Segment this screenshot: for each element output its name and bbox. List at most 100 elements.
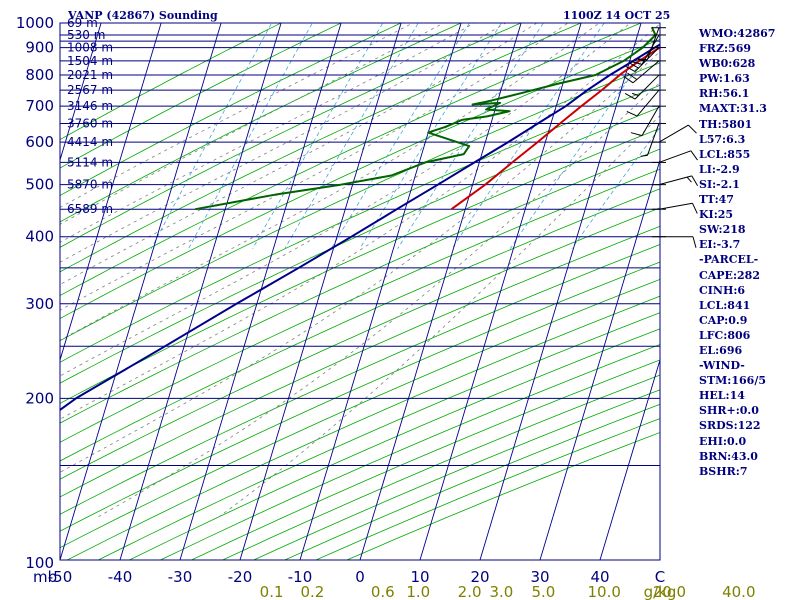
index-item: TH:5801: [699, 117, 753, 131]
wind-barb: [623, 60, 666, 84]
temperature-tick-label: -50: [48, 568, 73, 586]
mixing-ratio-axis: 0.1 0.2 0.6 1.0 2.0 3.0 5.0 10.0 20.0 40.0 g/kg: [260, 583, 756, 600]
mixing-ratio-tick-label: 10.0: [587, 583, 620, 600]
wind-barb: [624, 74, 666, 100]
temperature-tick-label: 0: [355, 568, 365, 586]
isotherm-line: [419, 23, 582, 560]
height-label: 3760 m: [67, 117, 113, 131]
mixing-ratio-tick-label: 40.0: [722, 583, 755, 600]
indices-panel: WMO:42867 FRZ:569 WB0:628 PW:1.63 RH:56.1 MAX…: [699, 26, 775, 479]
index-item: LI:-2.9: [699, 162, 740, 176]
mixing-ratio-line: [359, 23, 502, 249]
height-label: 2021 m: [67, 68, 113, 82]
temperature-trace: [60, 43, 660, 412]
temperature-tick-label: C: [655, 568, 665, 586]
index-item: LCL:855: [699, 147, 751, 161]
dry-adiabat: [60, 207, 660, 480]
isotherm-line: [60, 23, 162, 362]
height-label: 5114 m: [67, 155, 113, 169]
height-label: 530 m: [67, 28, 105, 42]
index-item: CINH:6: [699, 283, 746, 297]
pressure-tick-label: 900: [25, 39, 54, 57]
mixing-ratio-tick-label: 1.0: [406, 583, 430, 600]
index-item: FRZ:569: [699, 42, 752, 56]
mixing-ratio-line: [252, 23, 384, 249]
pressure-tick-label: 600: [25, 133, 54, 151]
dry-adiabat: [60, 225, 660, 498]
mixing-ratio-tick-label: 0.6: [371, 583, 395, 600]
dry-adiabat: [60, 38, 660, 320]
index-item: EI:-3.7: [699, 238, 741, 252]
index-item: TT:47: [699, 193, 734, 207]
wind-barb: [652, 236, 697, 248]
isotherm-line: [599, 358, 660, 560]
isobars: [60, 23, 660, 560]
index-item: CAPE:282: [699, 268, 760, 282]
wind-barb: [630, 34, 666, 65]
dry-adiabat: [60, 188, 660, 462]
mixing-ratio-tick-label: 20.0: [653, 583, 686, 600]
pressure-axis: 100 200 300 400 500 600 700 800 900 1000 mb: [16, 14, 57, 586]
dry-adiabat: [60, 84, 660, 363]
moist-adiabat: [60, 23, 538, 286]
moist-adiabat: [96, 81, 660, 518]
mixing-ratio-tick-label: 0.1: [260, 583, 284, 600]
mixing-ratio-tick-label: 2.0: [458, 583, 482, 600]
temperature-tick-label: -10: [288, 568, 313, 586]
mixing-ratio-tick-label: g/kg: [644, 583, 677, 600]
pressure-tick-label: 700: [25, 97, 54, 115]
mixing-ratio-tick-label: 5.0: [531, 583, 555, 600]
index-item: RH:56.1: [699, 87, 750, 101]
index-item: LFC:806: [699, 328, 751, 342]
index-item: SW:218: [699, 223, 746, 237]
isotherm-line: [119, 23, 282, 560]
mixing-ratio-tick-label: 0.2: [300, 583, 324, 600]
plot-frame: [59, 22, 661, 561]
height-label: 4414 m: [67, 135, 113, 149]
dry-adiabat: [60, 23, 643, 297]
dry-adiabat: [60, 148, 660, 424]
dry-adiabat: [60, 168, 660, 443]
dry-adiabat: [60, 278, 660, 549]
index-item: EL:696: [699, 343, 743, 357]
pressure-tick-label: 500: [25, 176, 54, 194]
wind-barb: [626, 89, 666, 117]
isotherm-line: [479, 23, 642, 560]
index-item: L57:6.3: [699, 132, 746, 146]
sounding-traces: [60, 26, 660, 412]
temperature-tick-label: 40: [590, 568, 609, 586]
mixing-ratio-line: [188, 23, 313, 249]
wind-barb: [640, 122, 666, 157]
index-item: SHR+:0.0: [699, 404, 759, 418]
index-item: SI:-2.1: [699, 177, 740, 191]
isotherm-line: [60, 23, 102, 162]
station-title: VANP (42867) Sounding: [68, 9, 218, 22]
pressure-tick-label: 800: [25, 66, 54, 84]
index-item: HEL:14: [699, 389, 745, 403]
dry-adiabat: [60, 23, 343, 169]
mixing-ratio-line: [509, 35, 660, 249]
moist-adiabat: [60, 23, 660, 420]
temperature-tick-label: 10: [410, 568, 429, 586]
isotherm-line: [359, 23, 522, 560]
dry-adiabats: [60, 23, 660, 560]
index-item: PW:1.63: [699, 72, 750, 86]
wind-barb: [652, 175, 699, 186]
sounding-time: 1100Z 14 OCT 25: [563, 9, 671, 22]
dry-adiabat: [129, 328, 660, 560]
isotherm-line: [239, 23, 402, 560]
pressure-tick-label: 200: [25, 389, 54, 407]
height-label: 5870 m: [67, 178, 113, 192]
isotherm-line: [179, 23, 342, 560]
index-item: MAXT:31.3: [699, 102, 767, 116]
temperature-tick-label: -40: [108, 568, 133, 586]
wind-barb: [652, 150, 698, 163]
wind-barb: [652, 124, 697, 143]
dry-adiabat: [60, 106, 660, 384]
dry-adiabat: [67, 295, 660, 560]
index-item: EHI:0.0: [699, 434, 747, 448]
temperature-axis: -50 -40 -30 -20 -10 0 10 20 30 40 C: [48, 568, 665, 586]
moist-adiabat: [60, 23, 445, 225]
moist-adiabats: [60, 23, 660, 518]
